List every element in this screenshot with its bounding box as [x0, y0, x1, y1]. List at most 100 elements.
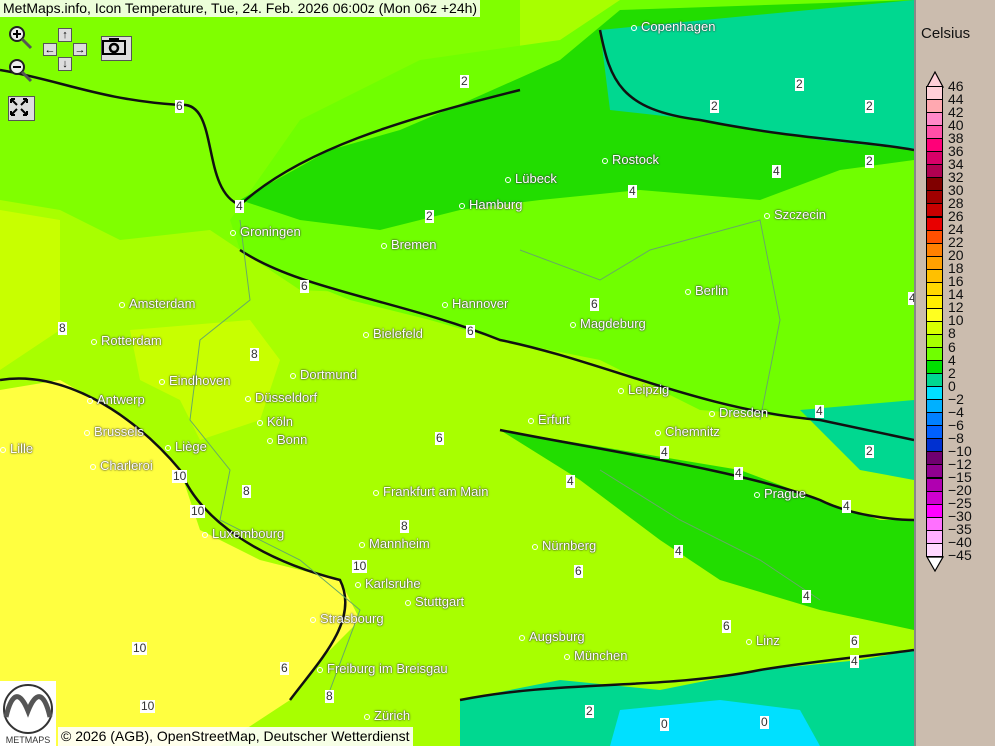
fullscreen-button[interactable]: [8, 96, 35, 121]
legend-label: 30: [948, 181, 964, 198]
contour-value-label: 4: [235, 199, 244, 213]
city-label: Rostock: [602, 152, 659, 167]
contour-value-label: 6: [850, 634, 859, 648]
city-name: Düsseldorf: [255, 390, 318, 405]
screenshot-button[interactable]: [101, 36, 132, 61]
isotherm-lines: [0, 29, 914, 702]
legend-label: 16: [948, 273, 964, 290]
legend-swatch: [926, 99, 943, 114]
legend-label: 4: [948, 351, 956, 368]
city-marker-icon: [355, 581, 361, 588]
city-marker-icon: [165, 444, 171, 451]
legend-label: 32: [948, 168, 964, 185]
legend-label: 10: [948, 312, 964, 329]
city-marker-icon: [754, 491, 760, 498]
legend-bottom-arrow: [926, 556, 944, 572]
city-name: Berlin: [695, 283, 729, 298]
legend-label: 8: [948, 325, 956, 342]
city-name: Chemnitz: [665, 424, 720, 439]
contour-value-label: 10: [140, 699, 156, 713]
contour-value-label: 10: [132, 641, 148, 655]
contour-value-label: 8: [58, 321, 67, 335]
legend-swatch: [926, 281, 943, 296]
legend-label: 14: [948, 286, 964, 303]
city-marker-icon: [602, 157, 608, 164]
city-marker-icon: [363, 331, 369, 338]
city-name: Freiburg im Breisgau: [327, 661, 448, 676]
legend-swatch: [926, 190, 943, 205]
zoom-out-icon[interactable]: [7, 57, 33, 83]
legend-swatch: [926, 268, 943, 283]
contour-value-label: 6: [435, 431, 444, 445]
legend-swatch: [926, 360, 943, 375]
city-marker-icon: [381, 242, 387, 249]
city-name: Antwerp: [97, 392, 145, 407]
contour-value-label: 8: [325, 689, 334, 703]
camera-icon: [102, 38, 126, 55]
contour-value-label: 2: [710, 99, 719, 113]
city-name: Dresden: [719, 405, 769, 420]
city-name: Szczecin: [774, 207, 827, 222]
pan-left-button[interactable]: ←: [43, 43, 57, 56]
zone-8-10-rhine: [130, 320, 280, 440]
city-marker-icon: [442, 301, 448, 308]
legend-label: 28: [948, 194, 964, 211]
legend-label: −30: [948, 508, 972, 525]
zone-2-4-east: [500, 430, 914, 630]
legend-swatch: [926, 242, 943, 257]
city-marker-icon: [0, 446, 6, 453]
city-marker-icon: [359, 541, 365, 548]
legend-swatch: [926, 477, 943, 492]
city-name: Stuttgart: [415, 594, 465, 609]
city-marker-icon: [564, 653, 570, 660]
legend-swatch: [926, 542, 943, 557]
city-name: München: [574, 648, 628, 663]
temperature-map[interactable]: MetMaps.info, Icon Temperature, Tue, 24.…: [0, 0, 914, 746]
city-marker-icon: [570, 321, 576, 328]
pan-right-button[interactable]: →: [73, 43, 87, 56]
contour-value-label: 4: [842, 499, 851, 513]
city-marker-icon: [159, 378, 165, 385]
zone-minus2-0-alps: [610, 700, 820, 746]
pan-down-button[interactable]: ↓: [58, 57, 72, 71]
legend-label: −4: [948, 403, 964, 420]
city-name: Charleroi: [100, 458, 153, 473]
contour-value-label: 6: [300, 279, 309, 293]
city-name: Rostock: [612, 152, 659, 167]
legend-label: 12: [948, 299, 964, 316]
city-label: Copenhagen: [631, 19, 715, 34]
legend-label: 0: [948, 377, 956, 394]
legend-label: 40: [948, 116, 964, 133]
city-marker-icon: [373, 489, 379, 496]
city-name: Lille: [10, 441, 34, 456]
city-label: Brussels: [84, 424, 144, 439]
city-label: Hannover: [442, 296, 508, 311]
pan-up-button[interactable]: ↑: [58, 28, 72, 42]
city-label: Berlin: [685, 283, 728, 298]
legend-swatch: [926, 216, 943, 231]
zone-10-12: [0, 380, 360, 746]
legend-swatch: [926, 347, 943, 362]
city-name: Groningen: [240, 224, 301, 239]
city-name: Liège: [175, 439, 207, 454]
contour-value-label: 0: [760, 715, 769, 729]
city-name: Amsterdam: [129, 296, 196, 311]
legend-swatch: [926, 425, 943, 440]
contour-value-label: 4: [772, 164, 781, 178]
border-lines: [189, 219, 821, 691]
city-marker-icon: [528, 417, 534, 424]
contour-value-label: 6: [590, 297, 599, 311]
city-name: Augsburg: [529, 629, 585, 644]
city-label: Stuttgart: [405, 594, 464, 609]
legend-label: −45: [948, 547, 972, 564]
zoom-in-icon[interactable]: [7, 24, 33, 50]
attribution: © 2026 (AGB), OpenStreetMap, Deutscher W…: [58, 727, 413, 746]
legend-swatch: [926, 229, 943, 244]
legend-label: 18: [948, 260, 964, 277]
city-name: Frankfurt am Main: [383, 484, 489, 499]
contour-value-label: 6: [466, 324, 475, 338]
city-name: Lübeck: [515, 171, 557, 186]
city-label: Augsburg: [519, 629, 585, 644]
city-name: Magdeburg: [580, 316, 646, 331]
legend-label: 44: [948, 90, 964, 107]
